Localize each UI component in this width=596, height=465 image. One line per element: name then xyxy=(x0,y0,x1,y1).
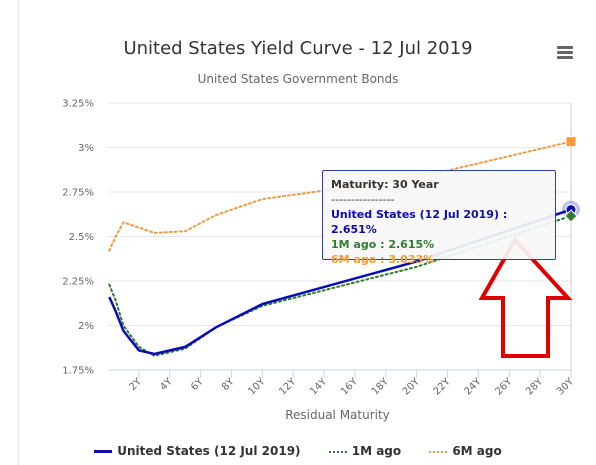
x-tick-label: 14Y xyxy=(308,376,330,398)
y-tick-label: 2.25% xyxy=(62,277,94,288)
x-axis-title: Residual Maturity xyxy=(285,408,390,422)
y-tick-label: 3.25% xyxy=(62,99,94,110)
data-tooltip: Maturity: 30 Year ---------------- Unite… xyxy=(322,170,556,266)
tooltip-heading: Maturity: 30 Year xyxy=(331,178,439,191)
marker-6m xyxy=(565,136,577,148)
x-tick-label: 16Y xyxy=(339,376,361,398)
series-line-1 xyxy=(108,215,572,357)
chart-legend: United States (12 Jul 2019) 1M ago 6M ag… xyxy=(0,444,596,458)
x-tick-label: 4Y xyxy=(158,376,175,393)
series-line-0 xyxy=(108,208,572,356)
x-tick-label: 2Y xyxy=(127,376,144,393)
x-tick-label: 22Y xyxy=(432,376,454,398)
chart-title: United States Yield Curve - 12 Jul 2019 xyxy=(123,38,473,59)
x-tick-label: 6Y xyxy=(189,376,206,393)
x-tick-label: 24Y xyxy=(462,376,484,398)
y-tick-label: 2.5% xyxy=(69,232,94,243)
annotation-arrow xyxy=(478,236,573,358)
legend-item-us[interactable]: United States (12 Jul 2019) xyxy=(94,444,301,458)
marker-1m xyxy=(564,209,578,223)
x-tick-label: 30Y xyxy=(555,376,577,398)
y-tick-label: 2.75% xyxy=(62,188,94,199)
legend-label-6m: 6M ago xyxy=(452,444,502,458)
tooltip-6m-value: 6M ago : 3.033% xyxy=(331,253,435,266)
chart-subtitle: United States Government Bonds xyxy=(197,72,399,86)
yield-curve-chart: 1.75% 2% 2.25% 2.5% 2.75% 3% 3.25% 2Y 4Y 6Y 8Y 10Y 1… xyxy=(62,99,580,422)
x-tick-label: 20Y xyxy=(401,376,423,398)
legend-label-us: United States (12 Jul 2019) xyxy=(117,444,301,458)
legend-swatch-1m xyxy=(328,450,347,453)
y-tick-label: 3% xyxy=(78,143,94,154)
frame-border xyxy=(18,0,19,465)
legend-item-1m[interactable]: 1M ago xyxy=(328,444,402,458)
x-tick-label: 10Y xyxy=(246,376,268,398)
tooltip-us-value: United States (12 Jul 2019) : 2.651% xyxy=(331,208,508,236)
x-tick-label: 12Y xyxy=(277,376,299,398)
legend-item-6m[interactable]: 6M ago xyxy=(429,444,502,458)
legend-swatch-us xyxy=(94,450,113,453)
hamburger-menu-icon[interactable] xyxy=(557,46,573,60)
legend-label-1m: 1M ago xyxy=(351,444,402,458)
y-tick-label: 2% xyxy=(78,321,94,332)
tooltip-separator: ---------------- xyxy=(331,193,395,206)
x-tick-label: 28Y xyxy=(524,376,546,398)
x-tick-label: 18Y xyxy=(370,376,392,398)
legend-swatch-6m xyxy=(429,450,448,453)
y-tick-label: 1.75% xyxy=(62,366,94,377)
x-tick-label: 8Y xyxy=(220,376,237,393)
x-tick-label: 26Y xyxy=(493,376,515,398)
tooltip-1m-value: 1M ago : 2.615% xyxy=(331,238,435,251)
